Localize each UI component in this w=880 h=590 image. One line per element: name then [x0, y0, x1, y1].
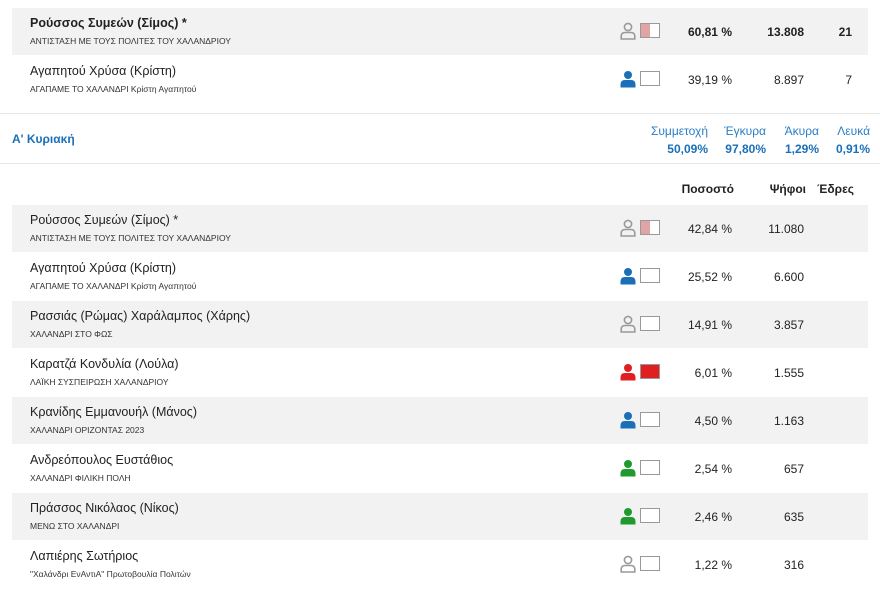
party-name: ΧΑΛΑΝΔΡΙ ΟΡΙΖΟΝΤΑΣ 2023	[30, 425, 145, 435]
party-name: ΜΕΝΩ ΣΤΟ ΧΑΛΑΝΔΡΙ	[30, 521, 120, 531]
stat-label: Έγκυρα	[724, 124, 766, 138]
column-header-seats: Έδρες	[817, 182, 854, 196]
swatch-fill	[641, 221, 650, 234]
candidate-row[interactable]: Κρανίδης Εμμανουήλ (Μάνος) ΧΑΛΑΝΔΡΙ ΟΡΙΖΟ…	[12, 397, 868, 444]
candidate-row[interactable]: Καρατζά Κονδυλία (Λούλα) ΛΑΪΚΗ ΣΥΣΠΕΙΡΩΣΗ…	[12, 349, 868, 396]
vote-count: 1.163	[773, 414, 804, 428]
vote-percent: 1,22 %	[694, 558, 732, 572]
candidate-name[interactable]: Πράσσος Νικόλαος (Νίκος)	[30, 501, 179, 515]
vote-percent: 2,54 %	[694, 462, 732, 476]
section-divider	[0, 113, 880, 114]
candidate-row[interactable]: Ρούσσος Συμεών (Σίμος) * ΑΝΤΙΣΤΑΣΗ ΜΕ ΤΟΥ…	[12, 205, 868, 252]
stat-label: Λευκά	[837, 124, 870, 138]
swatch-fill	[641, 24, 650, 37]
person-icon	[620, 267, 636, 285]
candidate-name[interactable]: Ρούσσος Συμεών (Σίμος) *	[30, 16, 187, 30]
vote-percent: 39,19 %	[687, 73, 732, 87]
column-header-votes: Ψήφοι	[769, 182, 806, 196]
candidate-name[interactable]: Καρατζά Κονδυλία (Λούλα)	[30, 357, 179, 371]
vote-count: 635	[783, 510, 804, 524]
party-color-swatch	[640, 268, 660, 283]
column-header-percent: Ποσοστό	[681, 182, 734, 196]
vote-count: 657	[783, 462, 804, 476]
vote-count: 13.808	[767, 25, 804, 39]
party-color-swatch	[640, 508, 660, 523]
candidate-name[interactable]: Ανδρεόπουλος Ευστάθιος	[30, 453, 174, 467]
person-icon	[620, 507, 636, 525]
party-color-swatch	[640, 412, 660, 427]
vote-count: 316	[783, 558, 804, 572]
stat-2: Άκυρα 1,29%	[785, 124, 819, 156]
party-name: ΧΑΛΑΝΔΡΙ ΣΤΟ ΦΩΣ	[30, 329, 113, 339]
vote-count: 1.555	[773, 366, 804, 380]
stat-label: Άκυρα	[784, 124, 819, 138]
party-name: ΛΑΪΚΗ ΣΥΣΠΕΙΡΩΣΗ ΧΑΛΑΝΔΡΙΟΥ	[30, 377, 169, 387]
candidate-row[interactable]: Αγαπητού Χρύσα (Κρίστη) ΑΓΑΠΑΜΕ ΤΟ ΧΑΛΑΝΔ…	[12, 253, 868, 300]
candidate-name[interactable]: Ρασσιάς (Ρώμας) Χαράλαμπος (Χάρης)	[30, 309, 251, 323]
vote-count: 3.857	[773, 318, 804, 332]
candidate-name[interactable]: Ρούσσος Συμεών (Σίμος) *	[30, 213, 179, 227]
round-title[interactable]: Α' Κυριακή	[12, 132, 75, 146]
stat-label: Συμμετοχή	[650, 124, 708, 138]
stat-value: 97,80%	[725, 142, 766, 156]
candidate-row[interactable]: Πράσσος Νικόλαος (Νίκος) ΜΕΝΩ ΣΤΟ ΧΑΛΑΝΔΡ…	[12, 493, 868, 540]
candidate-row[interactable]: Ρούσσος Συμεών (Σίμος) * ΑΝΤΙΣΤΑΣΗ ΜΕ ΤΟΥ…	[12, 8, 868, 55]
party-name: ΧΑΛΑΝΔΡΙ ΦΙΛΙΚΗ ΠΟΛΗ	[30, 473, 131, 483]
person-icon	[620, 70, 636, 88]
party-name: ΑΝΤΙΣΤΑΣΗ ΜΕ ΤΟΥΣ ΠΟΛΙΤΕΣ ΤΟΥ ΧΑΛΑΝΔΡΙΟΥ	[30, 36, 231, 46]
vote-percent: 14,91 %	[687, 318, 732, 332]
party-color-swatch	[640, 316, 660, 331]
party-color-swatch	[640, 556, 660, 571]
candidate-row[interactable]: Λαπιέρης Σωτήριος "Χαλάνδρι ΕνΑντιΑ" Πρωτ…	[12, 541, 868, 588]
vote-percent: 6,01 %	[694, 366, 732, 380]
stat-value: 50,09%	[667, 142, 708, 156]
candidate-name[interactable]: Κρανίδης Εμμανουήλ (Μάνος)	[30, 405, 197, 419]
stat-value: 1,29%	[784, 142, 819, 156]
vote-percent: 4,50 %	[694, 414, 732, 428]
party-name: "Χαλάνδρι ΕνΑντιΑ" Πρωτοβουλία Πολιτών	[30, 569, 191, 579]
vote-percent: 42,84 %	[687, 222, 732, 236]
party-color-swatch	[640, 71, 660, 86]
party-name: ΑΓΑΠΑΜΕ ΤΟ ΧΑΛΑΝΔΡΙ Κρίστη Αγαπητού	[30, 84, 197, 94]
person-icon	[620, 411, 636, 429]
party-name: ΑΝΤΙΣΤΑΣΗ ΜΕ ΤΟΥΣ ΠΟΛΙΤΕΣ ΤΟΥ ΧΑΛΑΝΔΡΙΟΥ	[30, 233, 231, 243]
vote-percent: 25,52 %	[687, 270, 732, 284]
candidate-name[interactable]: Λαπιέρης Σωτήριος	[30, 549, 139, 563]
party-color-swatch	[640, 23, 660, 38]
stat-value: 0,91%	[835, 142, 870, 156]
candidate-row[interactable]: Ρασσιάς (Ρώμας) Χαράλαμπος (Χάρης) ΧΑΛΑΝΔ…	[12, 301, 868, 348]
candidate-name[interactable]: Αγαπητού Χρύσα (Κρίστη)	[30, 261, 177, 275]
person-icon	[620, 459, 636, 477]
vote-count: 8.897	[773, 73, 804, 87]
stat-3: Λευκά 0,91%	[836, 124, 870, 156]
party-name: ΑΓΑΠΑΜΕ ΤΟ ΧΑΛΑΝΔΡΙ Κρίστη Αγαπητού	[30, 281, 197, 291]
seat-count: 7	[845, 73, 852, 87]
stat-0: Συμμετοχή 50,09%	[651, 124, 708, 156]
vote-percent: 2,46 %	[694, 510, 732, 524]
candidate-row[interactable]: Ανδρεόπουλος Ευστάθιος ΧΑΛΑΝΔΡΙ ΦΙΛΙΚΗ ΠΟ…	[12, 445, 868, 492]
section-divider	[0, 163, 880, 164]
party-color-swatch	[640, 460, 660, 475]
swatch-fill	[641, 365, 659, 378]
person-icon	[620, 22, 636, 40]
seat-count: 21	[838, 25, 852, 39]
vote-percent: 60,81 %	[687, 25, 732, 39]
person-icon	[620, 219, 636, 237]
party-color-swatch	[640, 220, 660, 235]
party-color-swatch	[640, 364, 660, 379]
vote-count: 11.080	[768, 222, 804, 236]
stat-1: Έγκυρα 97,80%	[724, 124, 766, 156]
person-icon	[620, 363, 636, 381]
candidate-row[interactable]: Αγαπητού Χρύσα (Κρίστη) ΑΓΑΠΑΜΕ ΤΟ ΧΑΛΑΝΔ…	[12, 56, 868, 103]
person-icon	[620, 315, 636, 333]
vote-count: 6.600	[773, 270, 804, 284]
candidate-name[interactable]: Αγαπητού Χρύσα (Κρίστη)	[30, 64, 177, 78]
person-icon	[620, 555, 636, 573]
